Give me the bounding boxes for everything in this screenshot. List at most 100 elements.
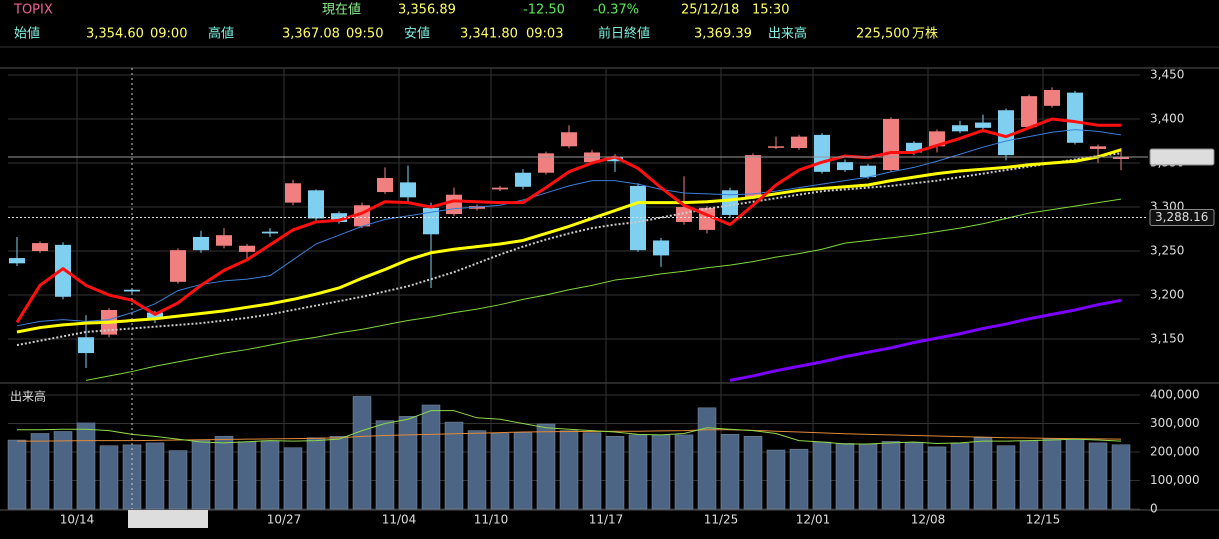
volume-bar bbox=[904, 442, 924, 510]
volume-bar bbox=[329, 436, 349, 510]
y-tick-label: 100,000 bbox=[1150, 473, 1200, 487]
candle-body bbox=[262, 231, 278, 234]
title: TOPIX bbox=[13, 3, 53, 18]
moving-average-line bbox=[16, 148, 1122, 334]
volume-bar bbox=[99, 445, 119, 510]
candle-body bbox=[768, 146, 784, 148]
stat-value: 3,341.80 bbox=[460, 27, 518, 42]
candle-body bbox=[998, 110, 1014, 156]
moving-average-line bbox=[16, 152, 1122, 347]
stat-value: 3,369.39 bbox=[694, 27, 752, 42]
moving-average-line bbox=[17, 410, 1122, 445]
volume-bar bbox=[444, 421, 464, 510]
stat-label: 出来高 bbox=[768, 26, 807, 42]
volume-bar bbox=[536, 423, 556, 510]
stat-value: 3,354.60 bbox=[86, 27, 144, 42]
candle-body bbox=[492, 187, 508, 190]
volume-bar bbox=[1042, 438, 1062, 510]
volume-bar bbox=[881, 441, 901, 510]
x-tick-label: 11/17 bbox=[589, 513, 624, 527]
stat-time: 09:00 bbox=[150, 27, 187, 42]
time: 15:30 bbox=[752, 3, 789, 18]
candle-body bbox=[239, 245, 255, 252]
x-tick-label: 11/25 bbox=[704, 513, 739, 527]
volume-bar bbox=[467, 430, 487, 510]
x-tick-label: 12/15 bbox=[1026, 513, 1061, 527]
stat-label: 始値 bbox=[14, 26, 40, 42]
volume-bar bbox=[145, 442, 165, 510]
change: -12.50 bbox=[523, 3, 565, 18]
y-tick-label: 3,150 bbox=[1150, 332, 1184, 346]
current-value: 3,356.89 bbox=[398, 3, 456, 18]
volume-bar bbox=[30, 433, 50, 510]
stat-value: 3,367.08 bbox=[282, 27, 340, 42]
candle-body bbox=[630, 185, 646, 251]
volume-bar bbox=[168, 450, 188, 510]
y-tick-label: 3,250 bbox=[1150, 244, 1184, 258]
volume-bar bbox=[973, 437, 993, 510]
crosshair-label-box bbox=[128, 510, 208, 528]
volume-bar bbox=[559, 430, 579, 510]
volume-bar bbox=[766, 449, 786, 510]
x-tick-label: 12/01 bbox=[796, 513, 831, 527]
x-tick-label: 12/08 bbox=[911, 513, 946, 527]
candle-body bbox=[607, 156, 623, 162]
volume-bar bbox=[697, 407, 717, 510]
candle-body bbox=[170, 250, 186, 282]
change-pct: -0.37% bbox=[593, 3, 639, 18]
volume-bar bbox=[996, 445, 1016, 510]
candle-body bbox=[745, 155, 761, 198]
candle-body bbox=[400, 182, 416, 198]
candle-body bbox=[676, 207, 692, 222]
price-marker-box bbox=[1149, 208, 1215, 226]
candle-body bbox=[78, 337, 94, 354]
volume-bar bbox=[260, 440, 280, 510]
y-tick-label: 300,000 bbox=[1150, 416, 1200, 430]
volume-bar bbox=[858, 443, 878, 510]
volume-bar bbox=[375, 420, 395, 510]
volume-bar bbox=[674, 434, 694, 510]
candle-body bbox=[860, 165, 876, 178]
stat-value: 225,500 bbox=[856, 27, 910, 42]
candle-body bbox=[193, 236, 209, 251]
volume-bar bbox=[1019, 440, 1039, 510]
volume-bar bbox=[628, 434, 648, 510]
x-tick-label: 11/10 bbox=[474, 513, 509, 527]
volume-bar bbox=[605, 436, 625, 510]
y-tick-label: 0 bbox=[1150, 502, 1158, 516]
crosshair-label: 2025/10/16 bbox=[133, 512, 202, 526]
volume-bar bbox=[352, 396, 372, 510]
candle-body bbox=[975, 122, 991, 128]
volume-bar bbox=[490, 433, 510, 510]
volume-bar bbox=[306, 437, 326, 510]
candle-body bbox=[929, 131, 945, 147]
volume-bar bbox=[237, 441, 257, 510]
volume-bar bbox=[950, 443, 970, 510]
candle-body bbox=[377, 177, 393, 193]
candle-body bbox=[722, 190, 738, 215]
y-tick-label: 3,450 bbox=[1150, 68, 1184, 82]
volume-bar bbox=[789, 448, 809, 510]
candle-body bbox=[55, 244, 71, 297]
volume-bar bbox=[651, 434, 671, 510]
volume-bar bbox=[582, 432, 602, 510]
volume-bar bbox=[927, 446, 947, 510]
volume-bar bbox=[283, 447, 303, 510]
candle-body bbox=[1113, 156, 1129, 159]
candle-body bbox=[653, 240, 669, 256]
price-marker-label: 3,288.16 bbox=[1155, 210, 1208, 224]
x-tick-label: 10/14 bbox=[60, 513, 95, 527]
volume-bar bbox=[720, 434, 740, 510]
panel-title: 出来高 bbox=[10, 389, 46, 404]
date: 25/12/18 bbox=[681, 3, 739, 18]
volume-bar bbox=[812, 441, 832, 510]
candle-body bbox=[1044, 89, 1060, 106]
candle-body bbox=[1067, 92, 1083, 143]
candle-body bbox=[814, 134, 830, 172]
candle-body bbox=[423, 207, 439, 235]
candle-body bbox=[515, 172, 531, 187]
volume-bar bbox=[398, 416, 418, 510]
moving-average-line bbox=[729, 298, 1122, 382]
